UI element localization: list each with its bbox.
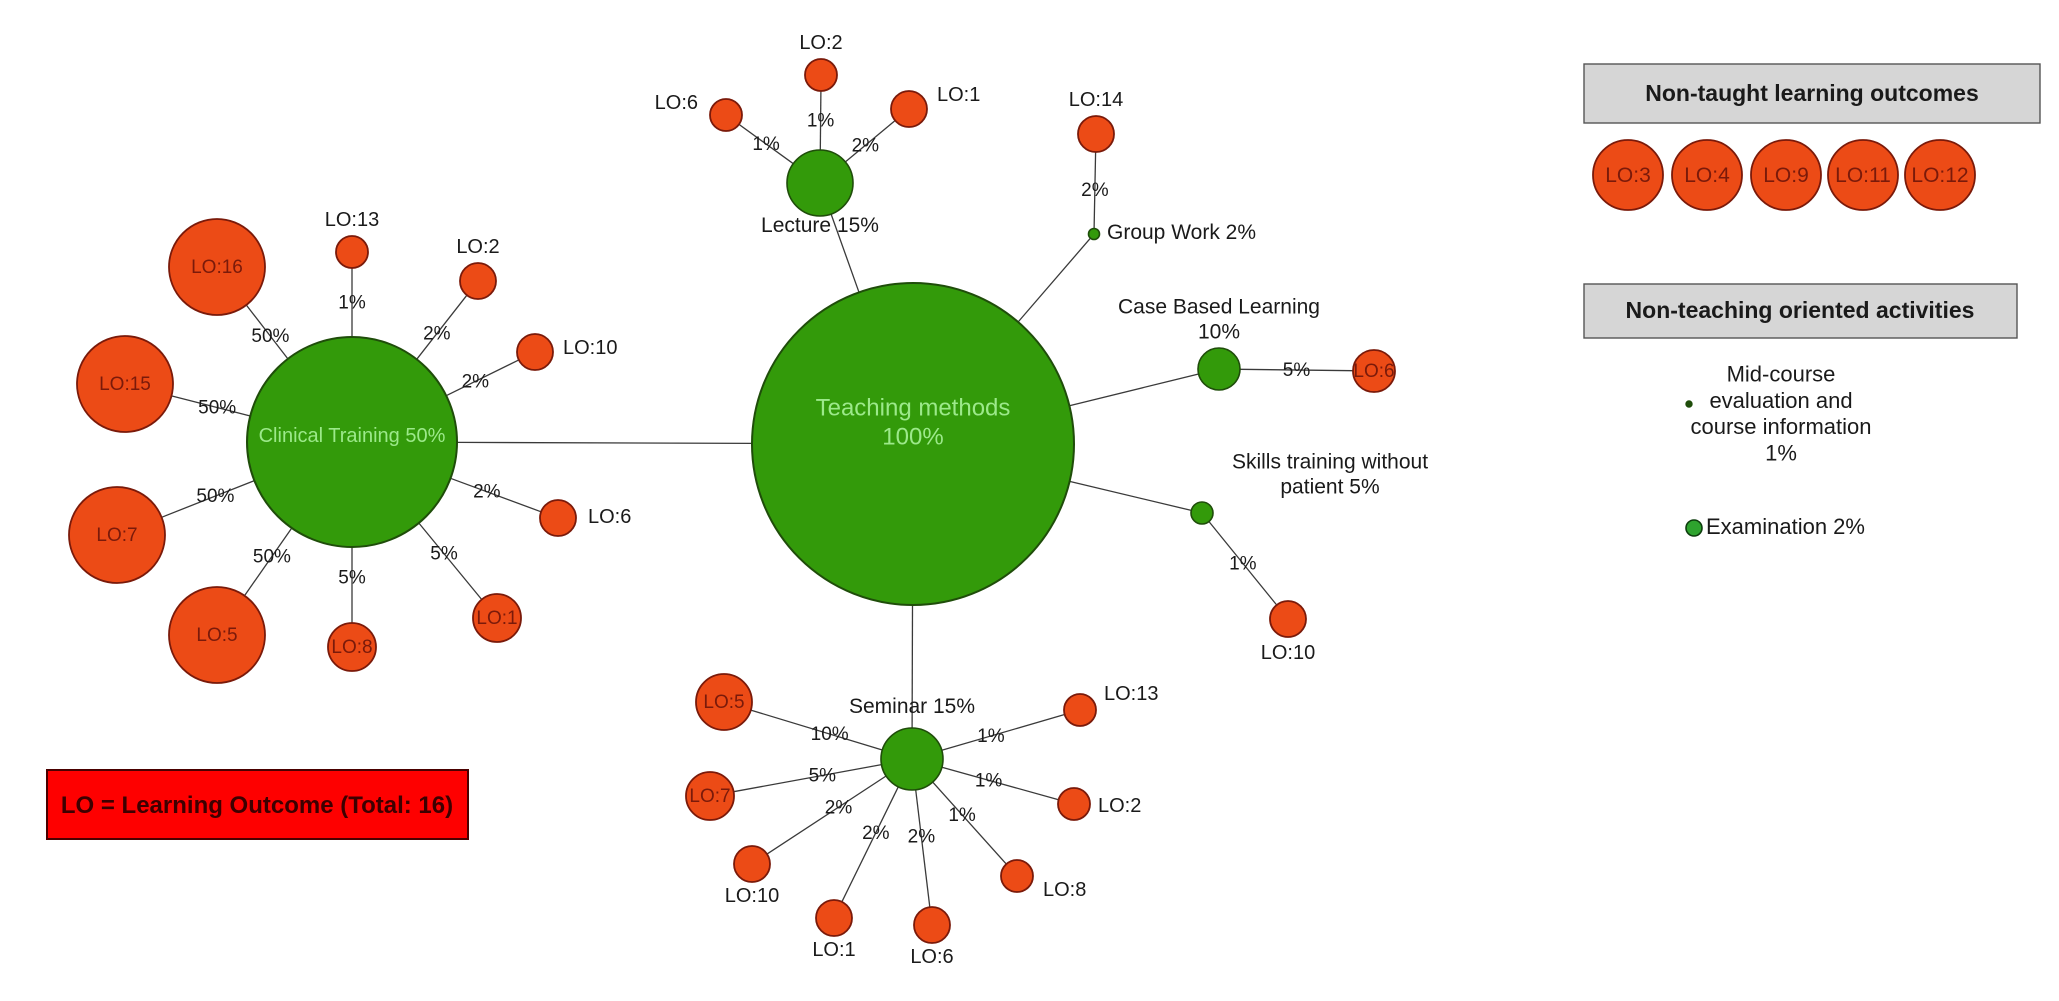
svg-text:LO:2: LO:2	[456, 236, 499, 258]
svg-text:1%: 1%	[338, 293, 366, 314]
svg-text:2%: 2%	[852, 135, 880, 156]
svg-text:1%: 1%	[948, 805, 976, 826]
svg-text:LO:16: LO:16	[191, 257, 243, 278]
svg-text:Clinical Training 50%: Clinical Training 50%	[259, 425, 446, 447]
svg-text:LO:11: LO:11	[1835, 164, 1891, 187]
svg-text:Skills training without: Skills training without	[1232, 450, 1428, 473]
svg-text:1%: 1%	[807, 111, 835, 132]
svg-text:2%: 2%	[908, 827, 936, 848]
svg-text:5%: 5%	[1283, 360, 1311, 381]
svg-text:LO:6: LO:6	[588, 506, 631, 528]
svg-text:Non-teaching oriented activiti: Non-teaching oriented activities	[1626, 297, 1975, 323]
svg-text:LO:14: LO:14	[1069, 89, 1123, 111]
svg-text:evaluation and: evaluation and	[1709, 388, 1852, 413]
svg-text:LO:2: LO:2	[799, 32, 842, 54]
svg-text:2%: 2%	[473, 482, 501, 503]
svg-text:LO:5: LO:5	[196, 625, 237, 646]
svg-text:LO:7: LO:7	[689, 786, 730, 807]
svg-text:1%: 1%	[1765, 441, 1797, 466]
svg-text:LO:12: LO:12	[1911, 164, 1968, 187]
svg-text:Lecture 15%: Lecture 15%	[761, 214, 879, 237]
svg-text:course information: course information	[1691, 414, 1872, 439]
svg-text:2%: 2%	[825, 797, 853, 818]
svg-text:10%: 10%	[1198, 321, 1240, 344]
svg-text:5%: 5%	[338, 567, 366, 588]
svg-text:LO:8: LO:8	[1043, 879, 1086, 901]
svg-text:50%: 50%	[253, 546, 291, 567]
svg-text:1%: 1%	[977, 726, 1005, 747]
svg-text:Examination 2%: Examination 2%	[1706, 514, 1865, 539]
svg-text:2%: 2%	[862, 823, 890, 844]
svg-text:LO:10: LO:10	[725, 885, 779, 907]
svg-text:LO:9: LO:9	[1763, 164, 1809, 187]
svg-text:2%: 2%	[462, 371, 490, 392]
svg-text:5%: 5%	[430, 544, 458, 565]
svg-text:2%: 2%	[1081, 180, 1109, 201]
svg-text:patient 5%: patient 5%	[1280, 476, 1379, 499]
svg-text:Case Based Learning: Case Based Learning	[1118, 295, 1320, 318]
svg-text:LO:4: LO:4	[1684, 164, 1730, 187]
svg-text:LO:6: LO:6	[910, 946, 953, 968]
svg-text:LO:1: LO:1	[476, 608, 517, 629]
svg-text:100%: 100%	[882, 423, 943, 450]
svg-text:LO:13: LO:13	[1104, 683, 1158, 705]
svg-text:50%: 50%	[251, 326, 289, 347]
svg-text:Seminar 15%: Seminar 15%	[849, 695, 975, 718]
svg-text:LO:8: LO:8	[331, 637, 372, 658]
svg-text:Non-taught learning outcomes: Non-taught learning outcomes	[1645, 80, 1979, 106]
svg-text:10%: 10%	[811, 724, 849, 745]
svg-text:5%: 5%	[809, 765, 837, 786]
svg-text:LO:13: LO:13	[325, 209, 379, 231]
svg-text:LO:1: LO:1	[812, 939, 855, 961]
svg-text:LO:7: LO:7	[96, 525, 137, 546]
svg-text:LO:6: LO:6	[655, 92, 698, 114]
svg-text:Group Work 2%: Group Work 2%	[1107, 221, 1256, 244]
svg-text:LO:15: LO:15	[99, 374, 151, 395]
svg-text:Mid-course: Mid-course	[1727, 361, 1836, 386]
svg-text:LO:5: LO:5	[703, 692, 744, 713]
svg-text:LO:3: LO:3	[1605, 164, 1651, 187]
svg-text:LO:1: LO:1	[937, 84, 980, 106]
svg-text:LO:10: LO:10	[563, 337, 617, 359]
svg-text:LO:10: LO:10	[1261, 642, 1315, 664]
svg-text:50%: 50%	[196, 486, 234, 507]
svg-text:1%: 1%	[752, 134, 780, 155]
svg-text:2%: 2%	[423, 324, 451, 345]
svg-text:1%: 1%	[975, 770, 1003, 791]
svg-text:LO:2: LO:2	[1098, 795, 1141, 817]
svg-text:Teaching methods: Teaching methods	[816, 395, 1011, 422]
svg-text:LO:6: LO:6	[1353, 361, 1394, 382]
svg-text:50%: 50%	[198, 398, 236, 419]
svg-text:1%: 1%	[1229, 553, 1257, 574]
svg-text:LO = Learning Outcome (Total:: LO = Learning Outcome (Total: 16)	[61, 792, 453, 819]
